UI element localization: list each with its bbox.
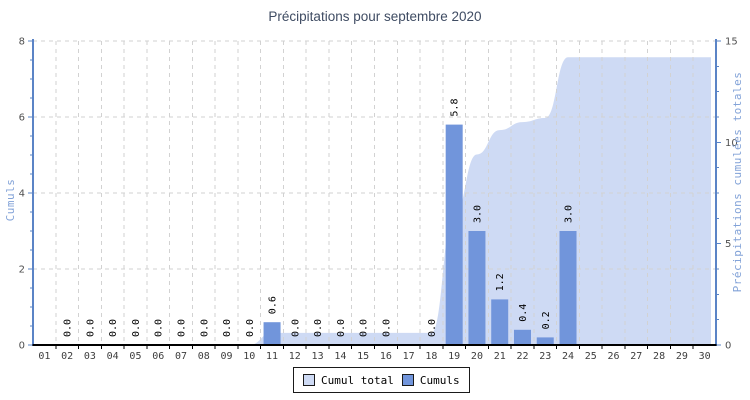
right-tick-label: 0 — [725, 341, 731, 352]
x-axis-label-day-17: 17 — [403, 351, 415, 362]
bar-day-20 — [468, 231, 486, 345]
bar-value-label-day-22: 0.4 — [518, 304, 529, 322]
left-tick-label: 0 — [19, 341, 25, 352]
chart-title: Précipitations pour septembre 2020 — [268, 9, 482, 24]
x-axis-label-day-30: 30 — [699, 351, 711, 362]
bar-value-label-day-05: 0.0 — [131, 319, 142, 337]
x-axis-label-day-14: 14 — [334, 351, 346, 362]
bar-value-label-day-19: 5.8 — [450, 99, 461, 117]
bar-value-label-day-08: 0.0 — [199, 319, 210, 337]
x-axis-label-day-18: 18 — [425, 351, 437, 362]
x-axis-label-day-19: 19 — [448, 351, 460, 362]
x-axis-label-day-06: 06 — [152, 351, 164, 362]
legend-item-cumul-total: Cumul total — [303, 374, 394, 387]
area-series-cumul-total — [44, 57, 711, 346]
right-tick-label: 15 — [725, 37, 738, 48]
bar-day-22 — [513, 329, 531, 345]
legend: Cumul total Cumuls — [293, 367, 470, 393]
bar-day-23 — [536, 337, 554, 345]
left-tick-label: 4 — [19, 189, 25, 200]
x-axis-label-day-20: 20 — [471, 351, 483, 362]
left-tick-label: 6 — [19, 113, 25, 124]
x-axis-label-day-28: 28 — [653, 351, 665, 362]
x-axis-label-day-21: 21 — [494, 351, 506, 362]
bar-value-label-day-20: 3.0 — [472, 205, 483, 223]
x-axis-label-day-22: 22 — [516, 351, 528, 362]
bar-day-11 — [263, 322, 281, 345]
bar-value-label-day-07: 0.0 — [176, 319, 187, 337]
x-axis-label-day-02: 02 — [61, 351, 73, 362]
x-axis-label-day-16: 16 — [380, 351, 392, 362]
x-axis-label-day-09: 09 — [220, 351, 232, 362]
bar-value-label-day-16: 0.0 — [381, 319, 392, 337]
bar-day-21 — [491, 299, 509, 345]
x-axis-label-day-25: 25 — [585, 351, 597, 362]
x-axis-label-day-15: 15 — [357, 351, 369, 362]
left-tick-label: 2 — [19, 265, 25, 276]
bar-value-label-day-11: 0.6 — [268, 296, 279, 314]
legend-label-cumuls: Cumuls — [419, 373, 460, 387]
x-axis-label-day-05: 05 — [129, 351, 141, 362]
bar-value-label-day-04: 0.0 — [108, 319, 119, 337]
x-axis-label-day-03: 03 — [84, 351, 96, 362]
bar-value-label-day-18: 0.0 — [427, 319, 438, 337]
legend-item-cumuls: Cumuls — [401, 373, 460, 387]
bar-value-label-day-10: 0.0 — [245, 319, 256, 337]
x-axis-label-day-12: 12 — [289, 351, 301, 362]
bar-day-19 — [445, 124, 463, 345]
right-axis-title-text: Précipitations cumulées totales — [730, 71, 744, 293]
x-axis-label-day-13: 13 — [312, 351, 324, 362]
x-axis-label-day-24: 24 — [562, 351, 574, 362]
x-axis-label-day-11: 11 — [266, 351, 278, 362]
right-tick-label: 5 — [725, 239, 731, 250]
bar-value-label-day-24: 3.0 — [564, 205, 575, 223]
x-axis-label-day-29: 29 — [676, 351, 688, 362]
bar-value-label-day-21: 1.2 — [495, 273, 506, 291]
x-axis-label-day-01: 01 — [38, 351, 50, 362]
bar-day-24 — [559, 231, 577, 345]
x-axis-label-day-26: 26 — [608, 351, 620, 362]
legend-swatch-cumuls — [401, 374, 414, 386]
bar-value-label-day-15: 0.0 — [359, 319, 370, 337]
left-tick-label: 8 — [19, 37, 25, 48]
x-axis-label-day-08: 08 — [198, 351, 210, 362]
bar-value-label-day-14: 0.0 — [336, 319, 347, 337]
bar-value-label-day-03: 0.0 — [85, 319, 96, 337]
x-axis-label-day-23: 23 — [539, 351, 551, 362]
bar-value-label-day-12: 0.0 — [290, 319, 301, 337]
right-tick-label: 10 — [725, 138, 738, 149]
left-axis-title-text: Cumuls — [3, 178, 17, 222]
x-axis-label-day-04: 04 — [107, 351, 119, 362]
legend-label-cumul-total: Cumul total — [321, 373, 394, 387]
bar-value-label-day-09: 0.0 — [222, 319, 233, 337]
right-axis-title: Précipitations cumulées totales — [729, 71, 745, 293]
bar-value-label-day-13: 0.0 — [313, 319, 324, 337]
left-axis-title: Cumuls — [2, 90, 18, 310]
bar-value-label-day-02: 0.0 — [63, 319, 74, 337]
bar-value-label-day-06: 0.0 — [154, 319, 165, 337]
x-axis-label-day-10: 10 — [243, 351, 255, 362]
x-axis-label-day-27: 27 — [630, 351, 642, 362]
x-axis-label-day-07: 07 — [175, 351, 187, 362]
legend-swatch-cumul-total — [303, 374, 315, 386]
bar-value-label-day-23: 0.2 — [541, 311, 552, 329]
